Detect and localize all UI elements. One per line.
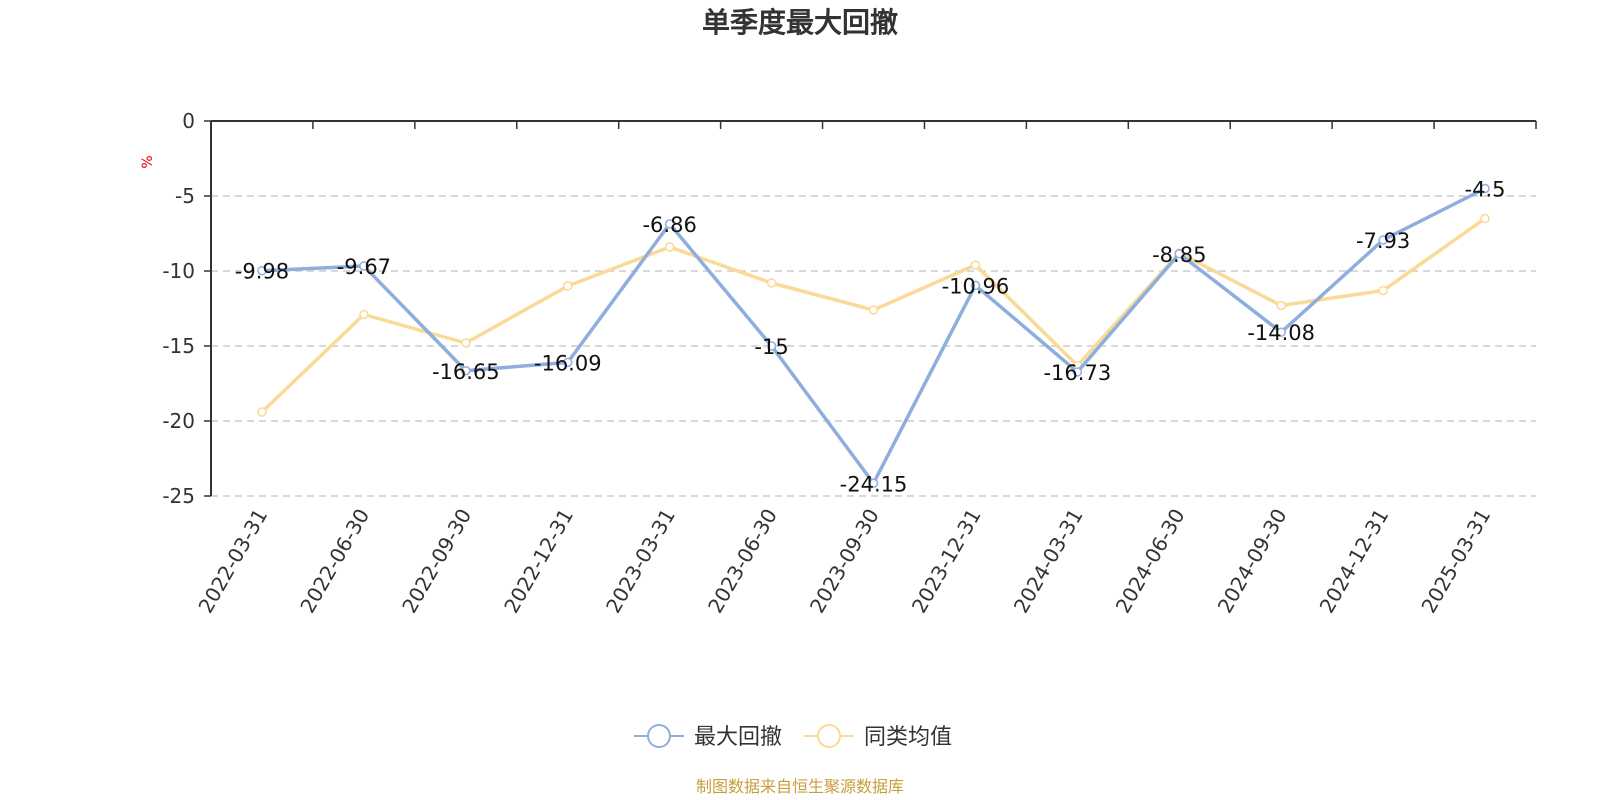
data-point — [461, 366, 471, 376]
data-point — [970, 280, 981, 291]
data-label: -7.93 — [1356, 229, 1410, 253]
x-tick-label: 2024-09-30 — [1213, 505, 1292, 618]
x-tick-label: 2025-03-31 — [1416, 505, 1495, 618]
x-tick-label: 2023-12-31 — [907, 505, 986, 618]
data-point — [766, 341, 777, 351]
data-point — [1480, 213, 1490, 224]
x-tick-label: 2024-12-31 — [1315, 505, 1394, 618]
data-label: -16.09 — [534, 351, 602, 375]
data-label: -15 — [754, 335, 788, 359]
x-tick-label: 2024-06-30 — [1111, 505, 1190, 618]
chart-title: 单季度最大回撤 — [702, 6, 898, 39]
data-point — [359, 261, 369, 271]
y-tick-label: -10 — [162, 259, 195, 283]
y-tick-label: -20 — [162, 409, 195, 433]
legend-label: 最大回撤 — [694, 725, 782, 750]
data-label: -14.08 — [1247, 321, 1315, 345]
legend-circle-icon — [647, 724, 671, 748]
y-axis-unit: % — [140, 155, 156, 168]
data-labels: -9.98 -9.67 -16.65 -16.09 -6.86 -15 -24.15 -10.… — [235, 178, 1506, 497]
data-label: -16.73 — [1043, 361, 1111, 385]
legend-label: 同类均值 — [864, 725, 952, 750]
data-label: -6.86 — [642, 213, 696, 237]
data-point — [664, 242, 675, 252]
y-tick-label: -25 — [162, 484, 195, 508]
data-point — [970, 260, 981, 270]
data-point — [664, 219, 675, 229]
y-tick-label: 0 — [182, 109, 195, 133]
series-layer — [257, 183, 1490, 488]
x-tick-label: 2022-06-30 — [295, 505, 374, 618]
data-point — [868, 478, 879, 488]
legend-circle-icon — [817, 724, 841, 748]
x-tick-label: 2023-06-30 — [703, 505, 782, 618]
data-label: -10.96 — [942, 274, 1010, 298]
data-point — [257, 265, 267, 276]
legend-item[interactable]: 同类均值 — [804, 724, 952, 750]
data-point — [1480, 183, 1490, 194]
data-label: -8.85 — [1152, 243, 1206, 267]
data-label: -16.65 — [432, 360, 500, 384]
x-tick-label: 2023-09-30 — [805, 505, 884, 618]
x-tick-label: 2022-09-30 — [397, 505, 476, 618]
data-label: -9.67 — [337, 255, 391, 279]
data-point — [562, 281, 573, 291]
x-tick-label: 2024-03-31 — [1009, 505, 1088, 618]
data-point — [257, 407, 267, 417]
data-point — [868, 305, 879, 315]
data-point — [359, 309, 369, 320]
data-label: -9.98 — [235, 260, 289, 284]
data-point — [1378, 285, 1388, 296]
x-tick-label: 2023-03-31 — [601, 505, 680, 618]
data-point — [461, 338, 471, 348]
x-tick-label: 2022-03-31 — [193, 505, 272, 618]
data-point — [1072, 367, 1083, 377]
grid-lines — [211, 195, 1536, 497]
data-label: -24.15 — [840, 472, 908, 496]
data-point — [1276, 327, 1286, 337]
data-point — [766, 278, 777, 288]
source-note: 制图数据来自恒生聚源数据库 — [696, 777, 904, 796]
x-tick-label: 2022-12-31 — [499, 505, 578, 618]
data-point — [1276, 300, 1286, 311]
y-tick-label: -15 — [162, 334, 195, 358]
legend-item[interactable]: 最大回撤 — [634, 724, 782, 750]
data-point — [1174, 249, 1185, 259]
data-label: -4.5 — [1465, 178, 1506, 202]
axes — [210, 120, 1536, 496]
y-tick-label: -5 — [175, 184, 195, 208]
data-point — [562, 357, 573, 368]
legend[interactable]: 最大回撤 同类均值 — [634, 724, 952, 750]
data-point — [1378, 235, 1388, 245]
y-axis-ticks: 0 -5 -10 -15 -20 -25 — [162, 109, 211, 508]
